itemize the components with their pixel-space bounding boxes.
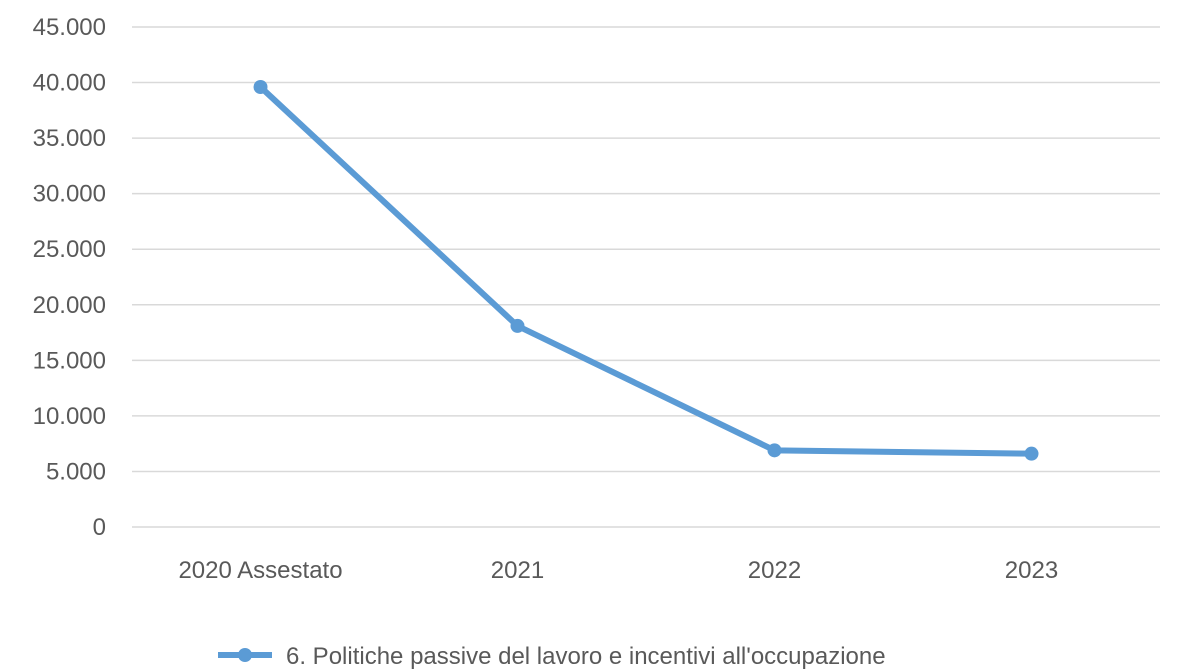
y-tick-label: 15.000 [33,347,106,374]
data-point-marker [253,80,268,94]
data-point-marker [767,443,782,458]
data-point-marker [1024,446,1039,461]
legend: 6. Politiche passive del lavoro e incent… [218,643,886,670]
gridlines [132,26,1160,528]
legend-series-label: 6. Politiche passive del lavoro e incent… [286,643,886,670]
y-tick-label: 0 [93,514,106,541]
x-axis-tick-labels: 2020 Assestato 2021 2022 2023 [178,557,1058,584]
data-point-marker [510,318,525,333]
y-tick-label: 40.000 [33,70,106,97]
y-tick-label: 10.000 [33,403,106,430]
x-tick-label: 2021 [491,557,544,584]
x-tick-label: 2023 [1005,557,1058,584]
x-tick-label: 2020 Assestato [178,557,342,584]
y-tick-label: 20.000 [33,292,106,319]
y-tick-label: 5.000 [46,458,106,485]
y-tick-label: 35.000 [33,125,106,152]
y-tick-label: 30.000 [33,181,106,208]
y-axis-tick-labels: 0 5.000 10.000 15.000 20.000 25.000 30.000 35.0… [33,14,106,541]
legend-series-marker-icon [238,648,252,662]
series-lines [253,80,1039,461]
x-tick-label: 2022 [748,557,801,584]
y-tick-label: 25.000 [33,236,106,263]
series-line [257,84,1035,457]
y-tick-label: 45.000 [33,14,106,41]
